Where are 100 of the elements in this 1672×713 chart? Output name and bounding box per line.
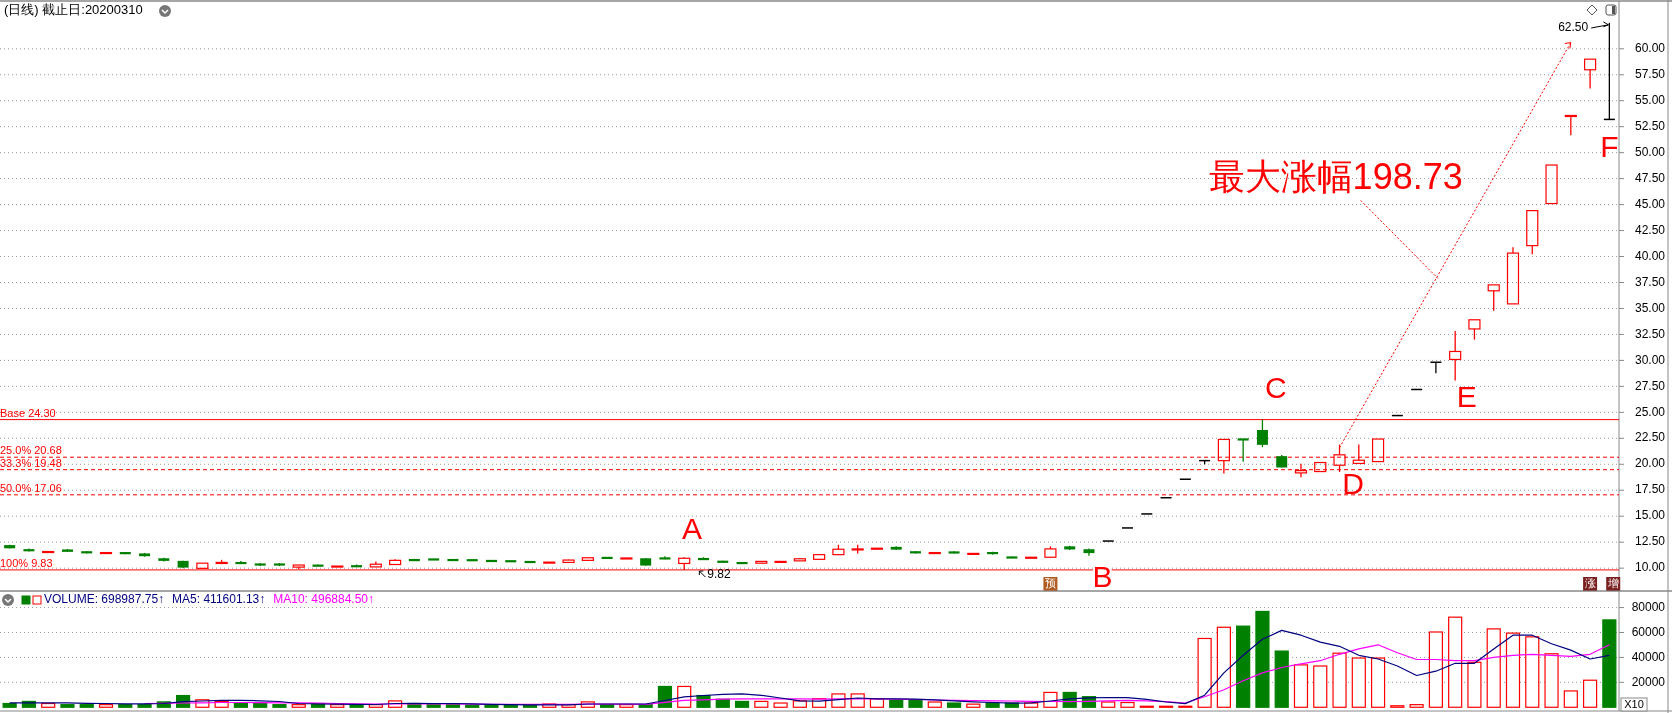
candlestick <box>1256 418 1268 448</box>
y-tick-label: 60.00 <box>1634 40 1666 55</box>
bar <box>908 699 923 708</box>
annotation: C <box>1265 371 1287 405</box>
annotation: A <box>681 511 702 545</box>
y-tick-label: 80000 <box>1631 599 1666 614</box>
bar <box>889 699 904 708</box>
y-tick-label: 20.00 <box>1634 456 1666 471</box>
bar <box>503 704 518 708</box>
bar <box>1525 636 1540 708</box>
annotation: 9.82 <box>707 567 732 582</box>
ref-line-label: 25.0% 20.68 <box>0 444 62 457</box>
bar <box>272 704 287 708</box>
ref-line-label: 33.3% 19.48 <box>0 456 62 469</box>
bar <box>137 704 152 708</box>
bar <box>1602 619 1617 708</box>
bar <box>118 704 133 708</box>
y-tick-label: 60000 <box>1631 624 1666 639</box>
ref-line-label: Base 24.30 <box>0 406 56 419</box>
y-tick-label: 50.00 <box>1634 144 1666 159</box>
bar <box>773 702 788 708</box>
bar <box>985 702 1000 708</box>
bar <box>522 704 538 708</box>
bar <box>1428 631 1443 708</box>
annotation: D <box>1342 467 1364 501</box>
y-tick-label: 40000 <box>1631 649 1666 664</box>
bar <box>1274 650 1289 708</box>
candlestick <box>23 547 35 553</box>
badge: 预 <box>1043 577 1058 591</box>
candlestick <box>1237 438 1249 463</box>
annotation: B <box>1092 560 1113 594</box>
y-tick-label: 32.50 <box>1634 326 1666 341</box>
candlestick <box>1545 164 1558 205</box>
y-tick-label: 27.50 <box>1634 378 1666 393</box>
y-tick-label: 35.00 <box>1634 300 1666 315</box>
y-tick-label: 22.50 <box>1634 430 1666 445</box>
bar <box>1313 665 1328 708</box>
bar <box>1486 628 1501 708</box>
annotation: E <box>1456 379 1477 413</box>
bar <box>1197 637 1212 708</box>
text: MA10: 496884.50↑ <box>273 592 375 607</box>
y-tick-label: 55.00 <box>1634 92 1666 107</box>
y-tick-label: 45.00 <box>1634 196 1666 211</box>
bar <box>1409 704 1424 708</box>
bar <box>291 704 306 708</box>
bar <box>60 704 75 708</box>
y-tick-label: 20000 <box>1631 674 1666 689</box>
badge: 涨 <box>1583 577 1598 591</box>
bar <box>1120 701 1135 708</box>
annotation: F <box>1600 130 1619 164</box>
candlestick <box>1506 246 1520 305</box>
candlestick <box>1449 330 1462 382</box>
bar <box>966 703 981 708</box>
bar <box>98 704 114 708</box>
badge: 增 <box>1606 577 1621 591</box>
y-tick-label: 17.50 <box>1634 482 1666 497</box>
bar <box>1582 679 1598 708</box>
y-tick-label: 47.50 <box>1634 170 1666 185</box>
y-tick-label: 12.50 <box>1634 534 1666 549</box>
y-tick-label: 57.50 <box>1634 66 1666 81</box>
bar <box>1505 632 1521 708</box>
bar <box>927 701 942 708</box>
ref-line-label: 50.0% 17.06 <box>0 481 62 494</box>
candlestick <box>1583 58 1597 90</box>
bar <box>253 702 268 708</box>
bar <box>1255 610 1270 708</box>
y-tick-label: 40.00 <box>1634 248 1666 263</box>
y-tick-label: 52.50 <box>1634 118 1666 133</box>
annotation: 62.50 <box>1558 20 1589 35</box>
bar <box>233 702 249 708</box>
bar <box>754 700 769 708</box>
bar <box>946 702 962 708</box>
bar <box>79 704 94 708</box>
annotation: 最大涨幅198.73 <box>1208 156 1463 198</box>
y-tick-label: 25.00 <box>1634 404 1666 419</box>
bar <box>1563 690 1578 708</box>
candlestick <box>389 559 402 566</box>
bar <box>1467 661 1482 708</box>
text: MA5: 411601.13↑ <box>172 592 266 607</box>
bar <box>734 700 750 708</box>
bar <box>1236 625 1251 708</box>
y-tick-label: 30.00 <box>1634 352 1666 367</box>
legend-label: VOLUME: 698987.75↑ <box>44 592 165 607</box>
line-series <box>9 629 1610 706</box>
scale-box: X10 <box>1620 697 1648 712</box>
y-tick-label: 37.50 <box>1634 274 1666 289</box>
y-tick-label: 42.50 <box>1634 222 1666 237</box>
bar <box>869 698 885 708</box>
bar <box>1101 701 1116 708</box>
bar <box>1448 616 1463 708</box>
bar <box>1293 664 1309 708</box>
bar <box>1351 657 1366 708</box>
y-tick-label: 15.00 <box>1634 508 1666 523</box>
chart-title: (日线) 截止日:20200310 <box>4 2 143 18</box>
bar <box>1370 657 1386 708</box>
bar <box>1332 652 1347 708</box>
ref-line-label: 100% 9.83 <box>0 556 53 569</box>
bar <box>1544 653 1559 708</box>
y-tick-label: 10.00 <box>1634 560 1666 575</box>
candlestick <box>1564 114 1577 136</box>
